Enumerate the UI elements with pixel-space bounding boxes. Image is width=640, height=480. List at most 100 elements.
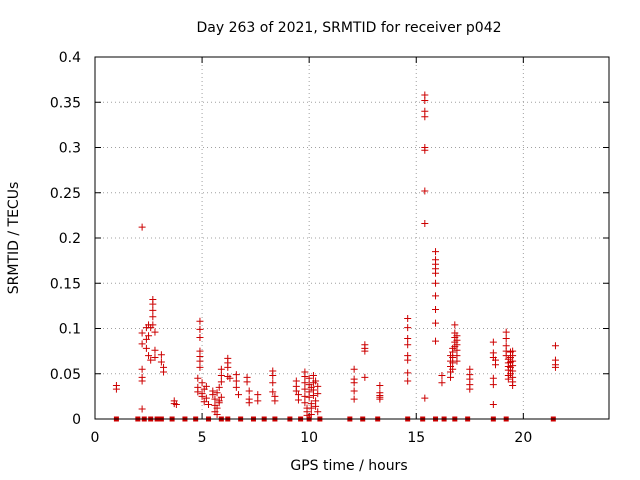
data-point bbox=[489, 401, 497, 409]
data-point bbox=[421, 146, 429, 154]
data-point bbox=[314, 390, 322, 398]
data-point bbox=[361, 373, 369, 381]
data-point bbox=[142, 335, 150, 343]
data-point bbox=[453, 357, 461, 365]
grid-lines bbox=[95, 57, 609, 419]
data-point bbox=[432, 269, 440, 277]
data-point bbox=[194, 374, 202, 382]
data-point bbox=[202, 382, 210, 390]
data-point bbox=[449, 365, 457, 373]
data-point bbox=[301, 372, 309, 380]
data-point bbox=[361, 347, 369, 355]
data-point bbox=[314, 382, 322, 390]
data-point bbox=[217, 378, 225, 386]
data-point bbox=[312, 402, 320, 410]
data-point bbox=[226, 374, 234, 382]
data-point bbox=[404, 334, 412, 342]
y-tick-labels: 0 0.05 0.1 0.15 0.2 0.25 0.3 0.35 0.4 bbox=[50, 50, 81, 428]
x-tick-label: 10 bbox=[300, 430, 318, 446]
data-point bbox=[404, 315, 412, 323]
data-point bbox=[142, 344, 150, 352]
data-point bbox=[432, 305, 440, 313]
data-point bbox=[213, 389, 221, 397]
data-point bbox=[138, 405, 146, 413]
data-point bbox=[215, 397, 223, 405]
data-point bbox=[138, 365, 146, 373]
data-point bbox=[432, 319, 440, 327]
y-tick-label: 0.3 bbox=[59, 141, 81, 157]
data-point bbox=[307, 404, 315, 412]
data-point bbox=[551, 363, 559, 371]
data-point bbox=[449, 359, 457, 367]
data-point bbox=[466, 385, 474, 393]
data-point bbox=[376, 395, 384, 403]
chart-title: Day 263 of 2021, SRMTID for receiver p04… bbox=[196, 20, 501, 36]
data-point bbox=[232, 383, 240, 391]
data-point bbox=[269, 388, 277, 396]
data-point bbox=[438, 372, 446, 380]
data-point bbox=[489, 374, 497, 382]
data-point bbox=[432, 248, 440, 256]
data-point bbox=[451, 321, 459, 329]
data-point bbox=[138, 340, 146, 348]
data-point bbox=[245, 399, 253, 407]
data-point bbox=[138, 223, 146, 231]
data-point bbox=[138, 329, 146, 337]
data-point bbox=[421, 220, 429, 228]
data-point bbox=[432, 292, 440, 300]
data-point bbox=[309, 391, 317, 399]
data-point bbox=[502, 328, 510, 336]
data-point bbox=[198, 392, 206, 400]
y-tick-label: 0.4 bbox=[59, 50, 81, 66]
x-tick-label: 20 bbox=[514, 430, 532, 446]
data-point bbox=[504, 375, 512, 383]
data-point bbox=[421, 96, 429, 104]
data-point bbox=[232, 377, 240, 385]
y-axis-label: SRMTID / TECUs bbox=[6, 182, 22, 295]
data-point bbox=[350, 395, 358, 403]
data-point bbox=[404, 377, 412, 385]
data-point bbox=[151, 353, 159, 361]
data-point bbox=[432, 279, 440, 287]
data-point bbox=[432, 337, 440, 345]
data-point bbox=[421, 113, 429, 121]
data-point bbox=[489, 381, 497, 389]
data-point bbox=[502, 334, 510, 342]
data-point bbox=[149, 306, 157, 314]
data-point bbox=[489, 338, 497, 346]
data-point bbox=[217, 393, 225, 401]
x-tick-label: 15 bbox=[407, 430, 425, 446]
data-point bbox=[151, 328, 159, 336]
data-point bbox=[509, 382, 517, 390]
data-point bbox=[314, 408, 322, 416]
y-tick-label: 0.1 bbox=[59, 322, 81, 338]
data-point bbox=[305, 374, 313, 382]
data-point bbox=[305, 393, 313, 401]
data-point bbox=[404, 324, 412, 332]
data-point bbox=[301, 399, 309, 407]
data-point bbox=[269, 379, 277, 387]
data-point bbox=[213, 410, 221, 418]
y-tick-label: 0.25 bbox=[50, 186, 81, 202]
x-tick-label: 5 bbox=[198, 430, 207, 446]
data-point bbox=[292, 387, 300, 395]
data-point bbox=[138, 377, 146, 385]
data-point bbox=[147, 356, 155, 364]
data-point bbox=[149, 300, 157, 308]
data-point bbox=[145, 352, 153, 360]
data-point bbox=[301, 385, 309, 393]
data-point bbox=[245, 387, 253, 395]
x-tick-labels: 0 5 10 15 20 bbox=[91, 430, 533, 446]
data-point bbox=[350, 387, 358, 395]
data-point bbox=[243, 378, 251, 386]
data-point bbox=[215, 383, 223, 391]
data-point bbox=[350, 379, 358, 387]
data-point bbox=[294, 396, 302, 404]
data-point bbox=[551, 342, 559, 350]
data-point bbox=[404, 369, 412, 377]
data-point bbox=[404, 341, 412, 349]
plot-frame bbox=[94, 56, 610, 420]
data-point bbox=[350, 365, 358, 373]
data-point bbox=[438, 379, 446, 387]
